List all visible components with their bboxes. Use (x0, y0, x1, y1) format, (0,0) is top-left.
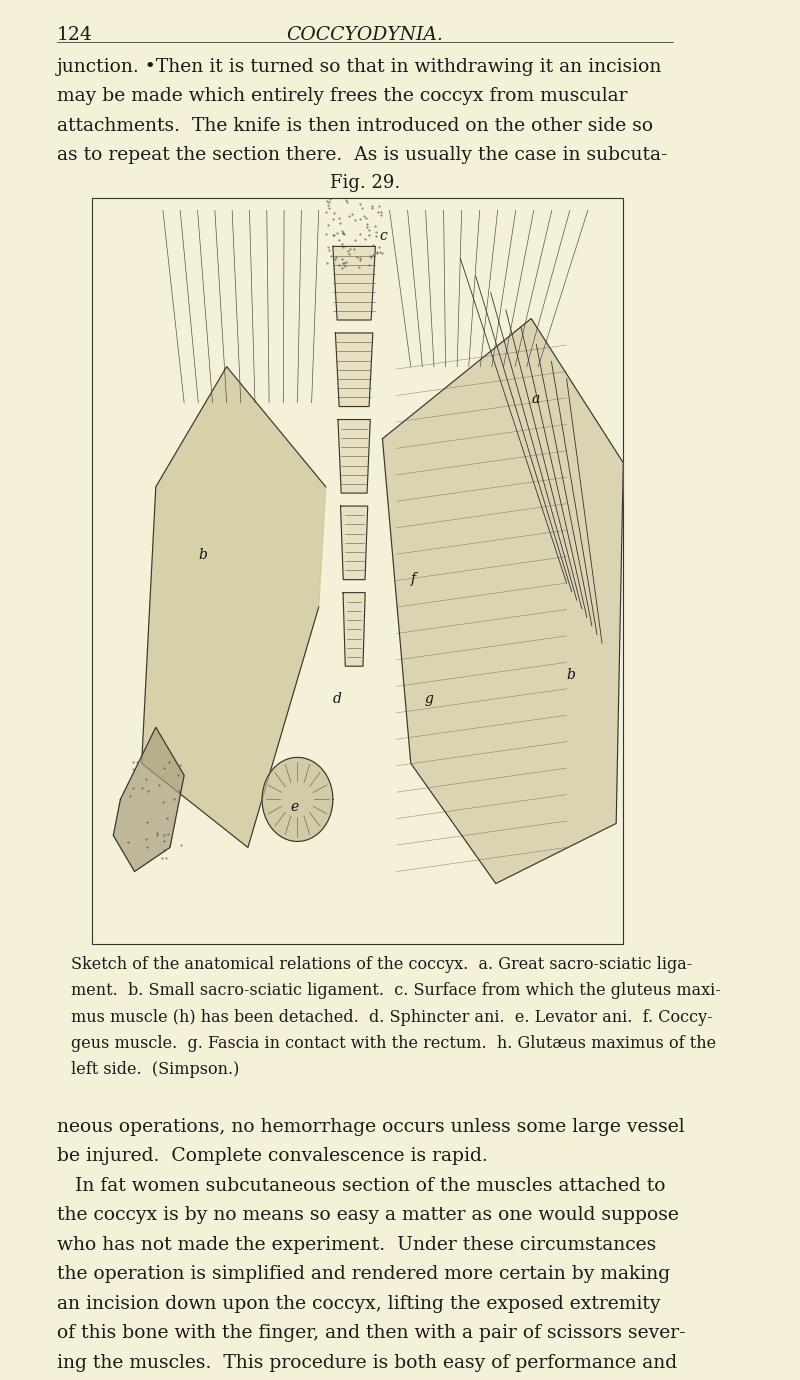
Text: c: c (379, 229, 386, 243)
Text: In fat women subcutaneous section of the muscles attached to: In fat women subcutaneous section of the… (57, 1177, 665, 1195)
Text: f: f (410, 571, 416, 586)
Text: COCCYODYNIA.: COCCYODYNIA. (286, 26, 443, 44)
Text: ing the muscles.  This procedure is both easy of performance and: ing the muscles. This procedure is both … (57, 1354, 677, 1372)
Polygon shape (333, 247, 375, 320)
Text: an incision down upon the coccyx, lifting the exposed extremity: an incision down upon the coccyx, liftin… (57, 1294, 660, 1312)
Text: be injured.  Complete convalescence is rapid.: be injured. Complete convalescence is ra… (57, 1147, 487, 1165)
Polygon shape (338, 420, 370, 493)
Polygon shape (343, 592, 365, 667)
Text: as to repeat the section there.  As is usually the case in subcuta-: as to repeat the section there. As is us… (57, 146, 667, 164)
Text: a: a (531, 392, 539, 406)
Text: e: e (290, 800, 298, 814)
Polygon shape (262, 758, 333, 842)
Text: 124: 124 (57, 26, 93, 44)
Polygon shape (114, 727, 184, 872)
Text: b: b (566, 668, 575, 682)
Text: b: b (198, 548, 207, 562)
Polygon shape (142, 367, 326, 847)
Text: the coccyx is by no means so easy a matter as one would suppose: the coccyx is by no means so easy a matt… (57, 1206, 678, 1224)
Text: the operation is simplified and rendered more certain by making: the operation is simplified and rendered… (57, 1265, 670, 1283)
Text: junction. •Then it is turned so that in withdrawing it an incision: junction. •Then it is turned so that in … (57, 58, 662, 76)
Polygon shape (382, 319, 623, 883)
Text: may be made which entirely frees the coccyx from muscular: may be made which entirely frees the coc… (57, 87, 627, 105)
Text: of this bone with the finger, and then with a pair of scissors sever-: of this bone with the finger, and then w… (57, 1323, 686, 1343)
Text: neous operations, no hemorrhage occurs unless some large vessel: neous operations, no hemorrhage occurs u… (57, 1118, 684, 1136)
Text: d: d (333, 693, 342, 707)
Text: g: g (425, 693, 434, 707)
FancyBboxPatch shape (92, 199, 623, 944)
Text: left side.  (Simpson.): left side. (Simpson.) (71, 1061, 239, 1078)
Text: who has not made the experiment.  Under these circumstances: who has not made the experiment. Under t… (57, 1235, 656, 1254)
Polygon shape (335, 333, 373, 407)
Text: Sketch of the anatomical relations of the coccyx.  a. Great sacro-sciatic liga-: Sketch of the anatomical relations of th… (71, 956, 692, 973)
Text: ment.  b. Small sacro-sciatic ligament.  c. Surface from which the gluteus maxi-: ment. b. Small sacro-sciatic ligament. c… (71, 983, 721, 999)
Polygon shape (341, 506, 368, 580)
Text: Fig. 29.: Fig. 29. (330, 174, 400, 192)
Text: mus muscle (h) has been detached.  d. Sphincter ani.  e. Levator ani.  f. Coccy-: mus muscle (h) has been detached. d. Sph… (71, 1009, 713, 1025)
Text: geus muscle.  g. Fascia in contact with the rectum.  h. Glutæus maximus of the: geus muscle. g. Fascia in contact with t… (71, 1035, 716, 1052)
Text: attachments.  The knife is then introduced on the other side so: attachments. The knife is then introduce… (57, 116, 653, 135)
